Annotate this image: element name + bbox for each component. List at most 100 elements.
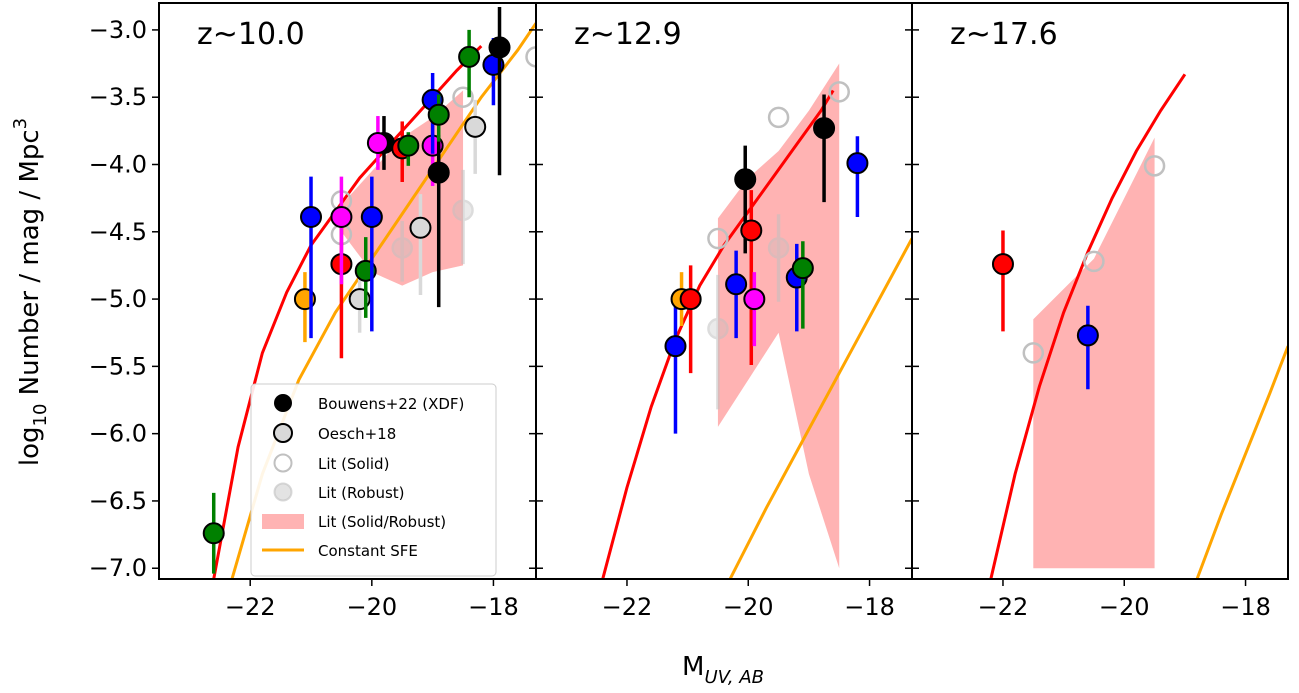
x-tick-label: −20	[346, 593, 397, 621]
panel-title: z~12.9	[574, 17, 682, 52]
x-axis-label: MUV, AB	[682, 652, 764, 688]
y-tick-label: −4.0	[89, 150, 147, 178]
x-tick-label: −22	[602, 593, 653, 621]
y-axis-label-superscript: 3	[10, 118, 31, 129]
marker-lit-solid	[525, 46, 536, 68]
constant-sfe-curve	[1195, 345, 1288, 579]
solid-robust-band	[1033, 137, 1155, 569]
data-point-oesch	[409, 194, 432, 296]
marker-lit-robust	[767, 237, 790, 259]
panel-plot-area	[989, 73, 1288, 579]
data-point-filled	[488, 7, 511, 176]
x-tick-label: −18	[844, 593, 895, 621]
data-point-filled	[740, 190, 763, 366]
data-point-robust	[767, 214, 790, 302]
marker-oesch	[464, 115, 487, 138]
data-point-filled	[366, 116, 389, 170]
y-tick-label: −5.0	[89, 285, 147, 313]
panel-plot-area	[202, 7, 536, 579]
data-point-oesch	[464, 99, 487, 174]
data-point-solid	[767, 106, 790, 129]
legend-label-bouwens: Bouwens+22 (XDF)	[318, 395, 464, 413]
legend-marker-lit-solid	[273, 453, 293, 473]
y-tick-label: −4.5	[89, 218, 147, 246]
panel-title: z~10.0	[197, 17, 305, 52]
y-tick-label: −3.5	[89, 83, 147, 111]
marker-magenta	[366, 131, 389, 154]
marker-lit-robust	[452, 199, 474, 222]
legend-label-oesch: Oesch+18	[318, 425, 396, 443]
panel-2: z~12.9 −22 −20 −18	[535, 2, 913, 621]
marker-oesch	[409, 216, 432, 239]
panel-plot-area	[601, 63, 912, 579]
panel-3: z~17.6 −22 −20 −18	[911, 2, 1289, 621]
y-axis-label-subscript: 10	[30, 404, 51, 427]
x-tick-label: −20	[1099, 593, 1150, 621]
marker-blue	[664, 335, 687, 358]
legend-label-sfe: Constant SFE	[318, 542, 418, 560]
marker-lit-solid	[1143, 155, 1166, 177]
marker-green	[791, 257, 814, 280]
marker-red	[991, 253, 1014, 276]
x-tick-label: −22	[225, 593, 276, 621]
data-point-robust	[452, 169, 474, 265]
x-tick-label: −18	[468, 593, 519, 621]
marker-magenta	[330, 205, 353, 228]
data-point-solid	[828, 81, 850, 103]
legend-marker-bouwens	[274, 394, 292, 412]
data-point-filled	[330, 176, 353, 285]
data-point-filled	[813, 94, 836, 203]
data-point-robust	[391, 221, 413, 282]
marker-blue	[300, 205, 323, 228]
marker-green	[202, 522, 225, 545]
marker-lit-solid	[1083, 250, 1105, 273]
data-point-filled	[397, 132, 420, 166]
x-tick-label: −20	[723, 593, 774, 621]
data-point-solid	[1083, 250, 1105, 273]
data-point-solid	[707, 227, 729, 250]
data-point-solid	[452, 86, 474, 108]
x-tick-label: −18	[1220, 593, 1271, 621]
x-axis-label-main: M	[682, 652, 704, 682]
y-axis-label-main: Number / mag / Mpc	[15, 129, 45, 403]
data-point-filled	[300, 176, 323, 339]
data-point-filled	[991, 230, 1014, 332]
data-point-filled	[846, 136, 869, 217]
y-tick-label: −3.0	[89, 16, 147, 44]
marker-red	[679, 288, 702, 311]
marker-lit-solid	[1022, 342, 1045, 364]
legend-frame	[250, 383, 497, 577]
legend: Bouwens+22 (XDF) Oesch+18 Lit (Solid) Li…	[250, 383, 497, 577]
y-tick-label: −7.0	[89, 554, 147, 582]
marker-magenta	[743, 288, 766, 311]
y-axis-label-prefix: log	[15, 427, 45, 467]
data-point-solid	[1143, 155, 1166, 177]
legend-label-lit-robust: Lit (Robust)	[318, 484, 405, 502]
y-tick-label: −6.0	[89, 420, 147, 448]
marker-blue	[846, 152, 869, 175]
panel-title: z~17.6	[950, 17, 1058, 52]
data-point-filled	[664, 305, 687, 434]
marker-lit-robust	[707, 317, 729, 340]
y-tick-label: −6.5	[89, 487, 147, 515]
data-point-filled	[679, 265, 702, 374]
data-point-solid	[1022, 342, 1045, 364]
marker-black	[734, 168, 757, 191]
data-point-filled	[1076, 305, 1099, 390]
model-curve-red	[989, 73, 1187, 579]
data-point-robust	[707, 274, 729, 410]
legend-marker-oesch	[273, 423, 293, 443]
data-point-filled	[427, 94, 450, 142]
data-point-solid	[525, 46, 536, 68]
data-point-filled	[360, 176, 383, 332]
y-tick-label: −5.5	[89, 352, 147, 380]
x-tick-label: −22	[978, 593, 1029, 621]
data-point-filled	[202, 492, 225, 574]
marker-black	[488, 36, 511, 59]
data-point-filled	[427, 134, 450, 308]
marker-green	[427, 103, 450, 126]
marker-lit-robust	[391, 237, 413, 259]
y-axis-label: log10 Number / mag / Mpc3	[10, 118, 51, 466]
